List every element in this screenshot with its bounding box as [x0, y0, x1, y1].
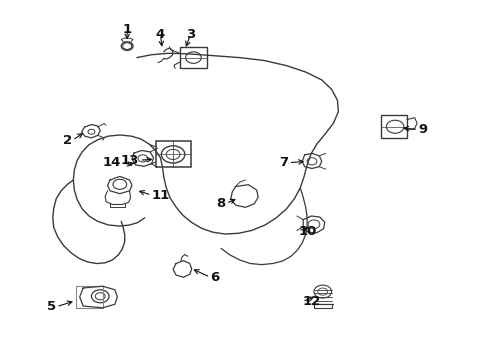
Text: 11: 11 [151, 189, 169, 202]
Text: 7: 7 [279, 156, 288, 169]
Text: 1: 1 [122, 23, 131, 36]
Text: 10: 10 [298, 225, 316, 238]
Bar [76, 286, 102, 308]
Text: 9: 9 [417, 123, 427, 136]
Text: 4: 4 [156, 28, 164, 41]
Text: 12: 12 [302, 295, 320, 308]
Text: 2: 2 [63, 134, 72, 147]
Bar [381, 115, 406, 138]
Text: 8: 8 [216, 197, 225, 210]
Bar [155, 141, 190, 167]
Bar [180, 47, 206, 68]
Text: 3: 3 [186, 28, 195, 41]
Text: 14: 14 [102, 156, 121, 169]
Text: 6: 6 [210, 271, 219, 284]
Text: 5: 5 [47, 300, 56, 313]
Text: 13: 13 [121, 154, 139, 167]
